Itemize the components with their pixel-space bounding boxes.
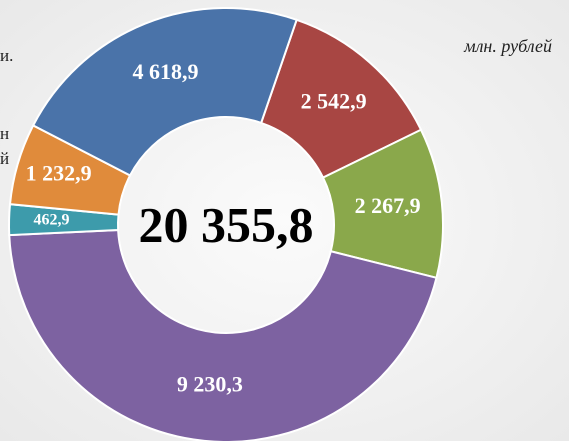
data-label: 2 542,9 (301, 88, 367, 113)
annotation: и. (0, 46, 13, 65)
data-label: 4 618,9 (133, 59, 199, 84)
annotation: н (0, 124, 9, 143)
donut: 2 542,9 2 267,9 9 230,3 462,9 1 232,9 4 618,9 (8, 7, 444, 441)
annotation: й (0, 149, 9, 168)
center-total: 20 355,8 (139, 196, 314, 252)
donut-slice (31, 7, 298, 177)
data-label: 9 230,3 (177, 372, 243, 397)
data-label: 2 267,9 (355, 193, 421, 218)
data-label: 462,9 (34, 211, 70, 228)
unit-note: млн. рублей (463, 36, 552, 56)
donut-slice (8, 229, 438, 441)
data-label: 1 232,9 (26, 161, 92, 186)
